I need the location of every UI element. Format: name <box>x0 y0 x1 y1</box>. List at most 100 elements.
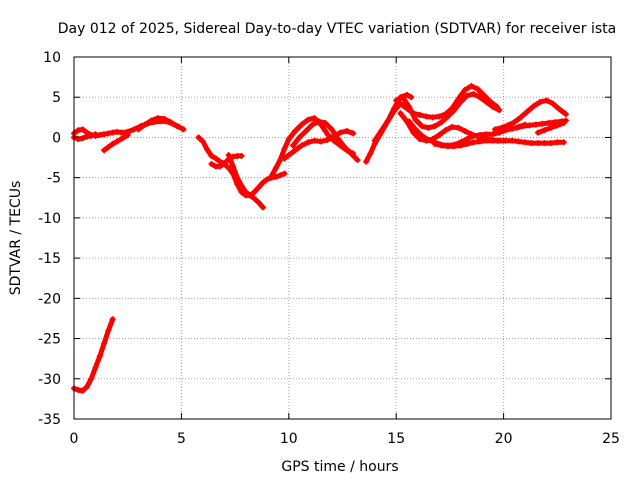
data-point <box>281 145 288 152</box>
data-point <box>496 137 503 144</box>
data-point <box>455 124 462 131</box>
y-tick-label: -35 <box>38 412 61 428</box>
data-point <box>285 152 292 159</box>
data-point <box>541 127 548 134</box>
data-point <box>391 107 398 114</box>
data-point <box>449 123 456 130</box>
data-point <box>461 86 468 93</box>
data-point <box>105 327 112 334</box>
data-point <box>247 192 254 199</box>
data-point <box>311 137 318 144</box>
data-point <box>543 97 550 104</box>
data-point <box>260 204 267 211</box>
data-point <box>502 137 509 144</box>
chart-title: Day 012 of 2025, Sidereal Day-to-day VTE… <box>58 21 616 37</box>
data-point <box>285 136 292 143</box>
data-point <box>305 139 312 146</box>
data-point <box>429 114 436 121</box>
data-point <box>225 152 232 159</box>
data-point <box>343 128 350 135</box>
y-tick-label: -20 <box>38 291 61 307</box>
data-point <box>238 182 245 189</box>
data-point <box>79 126 86 133</box>
data-point <box>328 126 335 133</box>
data-point <box>470 139 477 146</box>
data-point <box>251 195 258 202</box>
data-point <box>511 119 518 126</box>
data-point <box>550 100 557 107</box>
data-point <box>324 136 331 143</box>
data-point <box>464 140 471 147</box>
data-point <box>322 119 329 126</box>
data-point <box>79 387 86 394</box>
data-point <box>425 124 432 131</box>
data-point <box>464 92 471 99</box>
data-point <box>92 131 99 138</box>
data-point <box>483 131 490 138</box>
data-point <box>324 131 331 138</box>
data-point <box>75 127 82 134</box>
data-point <box>167 119 174 126</box>
data-point <box>509 137 516 144</box>
data-point <box>113 128 120 135</box>
x-tick-label: 5 <box>177 431 186 447</box>
data-point <box>96 353 103 360</box>
data-point <box>406 118 413 125</box>
data-point <box>208 152 215 159</box>
data-point <box>393 97 400 104</box>
x-tick-label: 0 <box>70 431 79 447</box>
data-point <box>431 123 438 130</box>
data-point <box>309 121 316 128</box>
data-point <box>101 147 108 154</box>
data-point <box>225 165 232 172</box>
data-point <box>541 140 548 147</box>
data-point <box>135 126 142 133</box>
data-point <box>348 150 355 157</box>
y-tick-label: 5 <box>52 90 61 106</box>
data-point <box>109 129 116 136</box>
data-point <box>530 103 537 110</box>
data-point <box>436 113 443 120</box>
data-point <box>255 199 262 206</box>
axes <box>73 56 612 420</box>
plot-area <box>71 82 569 394</box>
data-point <box>498 124 505 131</box>
data-point <box>290 142 297 149</box>
data-point <box>292 128 299 135</box>
data-point <box>79 135 86 142</box>
grid <box>74 57 611 419</box>
tick-labels: 0 5 10 15 20 25 10 5 0 -5 -10 -15 -20 -25 -30 -35 <box>38 50 620 447</box>
data-point <box>208 160 215 167</box>
data-point <box>384 118 391 125</box>
x-axis-label: GPS time / hours <box>281 459 398 475</box>
data-point <box>277 156 284 163</box>
data-point <box>141 121 148 128</box>
data-point <box>195 134 202 141</box>
data-point <box>468 82 475 89</box>
data-point <box>560 119 567 126</box>
data-point <box>305 116 312 123</box>
data-point <box>524 108 531 115</box>
data-point <box>457 99 464 106</box>
data-point <box>547 124 554 131</box>
data-point <box>476 94 483 101</box>
data-point <box>470 132 477 139</box>
data-point <box>539 120 546 127</box>
data-point <box>526 122 533 129</box>
data-point <box>341 144 348 151</box>
data-point <box>199 138 206 145</box>
x-tick-label: 20 <box>495 431 513 447</box>
data-point <box>337 129 344 136</box>
data-point <box>101 340 108 347</box>
data-point <box>560 139 567 146</box>
data-point <box>537 99 544 106</box>
data-point <box>268 173 275 180</box>
data-point <box>442 127 449 134</box>
y-tick-label: -30 <box>38 372 61 388</box>
data-point <box>161 115 168 122</box>
data-point <box>438 119 445 126</box>
data-point <box>515 138 522 145</box>
data-point <box>217 163 224 170</box>
data-point <box>298 142 305 149</box>
